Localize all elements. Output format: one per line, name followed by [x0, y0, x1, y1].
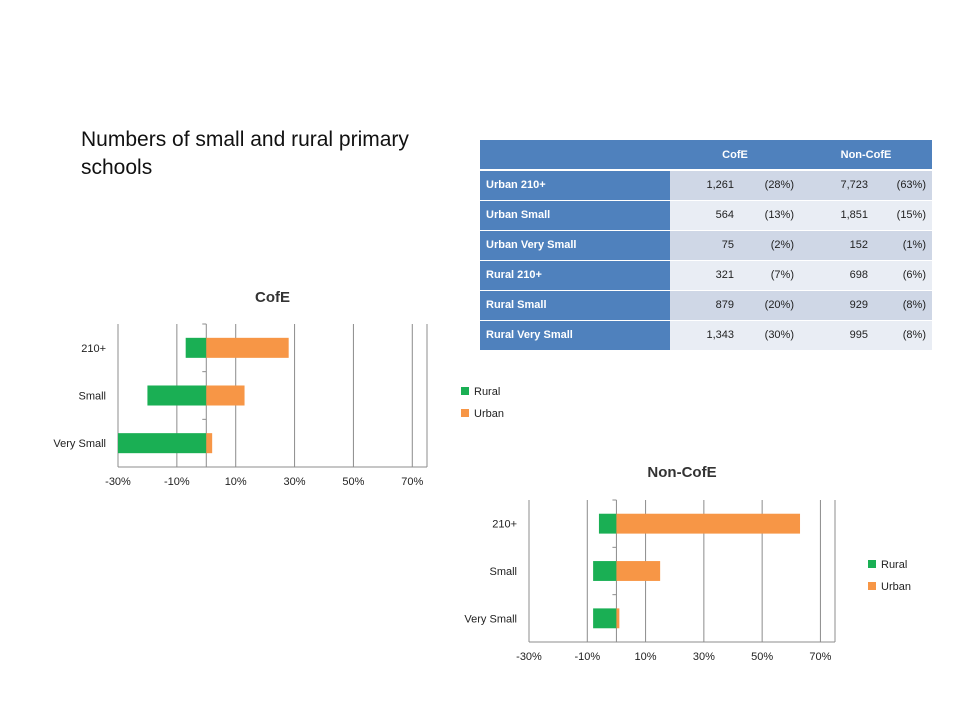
row-label: Urban Small	[480, 200, 670, 231]
non-cofe-count: 929	[800, 290, 874, 321]
cofe-count: 321	[670, 260, 740, 291]
bar-urban	[206, 433, 213, 454]
bar-urban	[616, 561, 661, 581]
non-cofe-count: 1,851	[800, 200, 874, 231]
chart-title: CofE	[255, 289, 290, 306]
chart-title: Non-CofE	[647, 464, 716, 481]
category-label: 210+	[81, 343, 106, 355]
table-row: Urban Very Small 75 (2%) 152 (1%)	[480, 230, 932, 261]
table-corner	[480, 140, 670, 171]
x-tick-label: 30%	[693, 651, 715, 663]
x-tick-label: 50%	[342, 476, 364, 488]
x-tick-label: -30%	[516, 651, 542, 663]
non-cofe-count: 7,723	[800, 170, 874, 201]
row-label: Rural 210+	[480, 260, 670, 291]
cofe-percent: (30%)	[740, 320, 800, 351]
bar-rural	[185, 337, 207, 358]
cofe-chart: CofE -30% -10% 10% 30% 50% 70% 210+ Small Very Sm…	[53, 289, 504, 488]
legend-label-rural: Rural	[474, 386, 500, 398]
cofe-percent: (28%)	[740, 170, 800, 201]
cofe-percent: (20%)	[740, 290, 800, 321]
table-row: Rural Very Small 1,343 (30%) 995 (8%)	[480, 320, 932, 351]
legend-swatch-rural	[868, 560, 876, 568]
category-label: 210+	[492, 519, 517, 531]
x-tick-label: -10%	[164, 476, 190, 488]
bar-rural	[147, 385, 207, 406]
non-cofe-percent: (63%)	[874, 170, 932, 201]
table-row: Rural 210+ 321 (7%) 698 (6%)	[480, 260, 932, 291]
row-label: Rural Small	[480, 290, 670, 321]
legend-label-rural: Rural	[881, 559, 907, 571]
cofe-count: 75	[670, 230, 740, 261]
x-tick-label: 50%	[751, 651, 773, 663]
table-row: Rural Small 879 (20%) 929 (8%)	[480, 290, 932, 321]
category-label: Small	[78, 391, 106, 403]
table-row: Urban Small 564 (13%) 1,851 (15%)	[480, 200, 932, 231]
non-cofe-count: 995	[800, 320, 874, 351]
non-cofe-count: 152	[800, 230, 874, 261]
bar-rural	[118, 433, 207, 454]
cofe-count: 1,343	[670, 320, 740, 351]
non-cofe-percent: (8%)	[874, 290, 932, 321]
legend-label-urban: Urban	[474, 408, 504, 420]
table-row: Urban 210+ 1,261 (28%) 7,723 (63%)	[480, 170, 932, 201]
cofe-count: 879	[670, 290, 740, 321]
non-cofe-percent: (6%)	[874, 260, 932, 291]
x-tick-label: 10%	[635, 651, 657, 663]
non-cofe-chart: Non-CofE -30% -10% 10% 30% 50% 70% 210+ Small Ver…	[464, 464, 911, 663]
bar-rural	[593, 608, 617, 629]
cofe-count: 1,261	[670, 170, 740, 201]
legend-swatch-rural	[461, 387, 469, 395]
bar-rural	[593, 561, 617, 581]
non-cofe-percent: (1%)	[874, 230, 932, 261]
x-tick-label: 10%	[225, 476, 247, 488]
x-tick-label: 70%	[401, 476, 423, 488]
bar-urban	[616, 608, 620, 629]
category-label: Very Small	[53, 438, 106, 450]
legend-swatch-urban	[461, 409, 469, 417]
cofe-percent: (7%)	[740, 260, 800, 291]
schools-table: CofE Non-CofE Urban 210+ 1,261 (28%) 7,7…	[480, 140, 932, 351]
x-tick-label: 30%	[284, 476, 306, 488]
non-cofe-percent: (8%)	[874, 320, 932, 351]
bar-urban	[616, 513, 801, 534]
category-label: Small	[489, 566, 517, 578]
header-cofe: CofE	[670, 140, 800, 171]
non-cofe-count: 698	[800, 260, 874, 291]
row-label: Rural Very Small	[480, 320, 670, 351]
x-tick-label: -10%	[574, 651, 600, 663]
table-header-row: CofE Non-CofE	[480, 140, 932, 171]
bar-urban	[206, 337, 289, 358]
page-title: Numbers of small and rural primary schoo…	[81, 128, 409, 179]
row-label: Urban 210+	[480, 170, 670, 201]
non-cofe-percent: (15%)	[874, 200, 932, 231]
row-label: Urban Very Small	[480, 230, 670, 261]
cofe-count: 564	[670, 200, 740, 231]
bar-rural	[598, 513, 617, 534]
cofe-percent: (13%)	[740, 200, 800, 231]
category-label: Very Small	[464, 613, 517, 625]
header-non-cofe: Non-CofE	[800, 140, 932, 171]
x-tick-label: -30%	[105, 476, 131, 488]
cofe-percent: (2%)	[740, 230, 800, 261]
x-tick-label: 70%	[809, 651, 831, 663]
bar-urban	[206, 385, 245, 406]
legend-swatch-urban	[868, 582, 876, 590]
legend-label-urban: Urban	[881, 581, 911, 593]
